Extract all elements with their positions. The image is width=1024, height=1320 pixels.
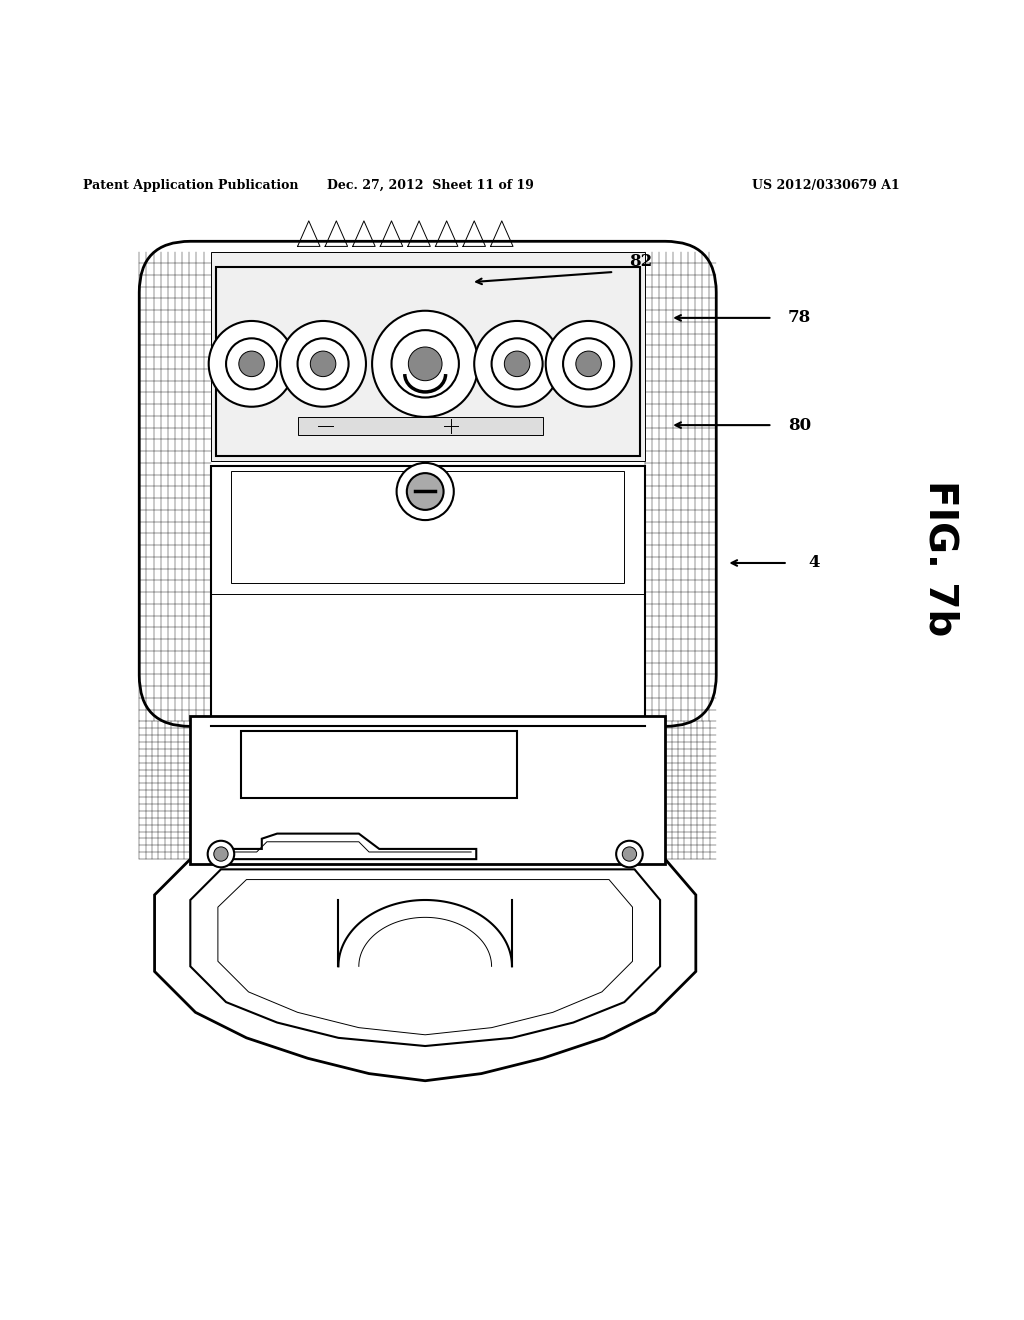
- Text: Dec. 27, 2012  Sheet 11 of 19: Dec. 27, 2012 Sheet 11 of 19: [327, 178, 534, 191]
- Circle shape: [226, 338, 278, 389]
- Text: 80: 80: [787, 417, 811, 433]
- Text: 78: 78: [787, 309, 811, 326]
- Text: 82: 82: [630, 253, 652, 271]
- Circle shape: [616, 841, 643, 867]
- Circle shape: [372, 310, 478, 417]
- Text: 4: 4: [808, 554, 819, 572]
- Circle shape: [214, 847, 228, 861]
- Bar: [242, 731, 517, 797]
- Circle shape: [298, 338, 348, 389]
- Circle shape: [623, 847, 637, 861]
- Bar: [216, 267, 640, 455]
- Circle shape: [208, 841, 234, 867]
- PathPatch shape: [155, 859, 696, 1081]
- Bar: [190, 717, 666, 865]
- Circle shape: [396, 463, 454, 520]
- Circle shape: [474, 321, 560, 407]
- Circle shape: [492, 338, 543, 389]
- Text: US 2012/0330679 A1: US 2012/0330679 A1: [753, 178, 900, 191]
- Bar: [211, 252, 645, 461]
- Circle shape: [575, 351, 601, 376]
- Circle shape: [505, 351, 529, 376]
- Text: Patent Application Publication: Patent Application Publication: [83, 178, 299, 191]
- Bar: [231, 471, 625, 583]
- Circle shape: [391, 330, 459, 397]
- Circle shape: [409, 347, 442, 380]
- Bar: [298, 417, 543, 436]
- Bar: [211, 466, 645, 726]
- Text: FIG. 7b: FIG. 7b: [922, 479, 959, 636]
- Circle shape: [281, 321, 366, 407]
- Circle shape: [546, 321, 632, 407]
- Circle shape: [209, 321, 295, 407]
- Circle shape: [310, 351, 336, 376]
- Circle shape: [239, 351, 264, 376]
- Circle shape: [407, 473, 443, 510]
- Circle shape: [563, 338, 614, 389]
